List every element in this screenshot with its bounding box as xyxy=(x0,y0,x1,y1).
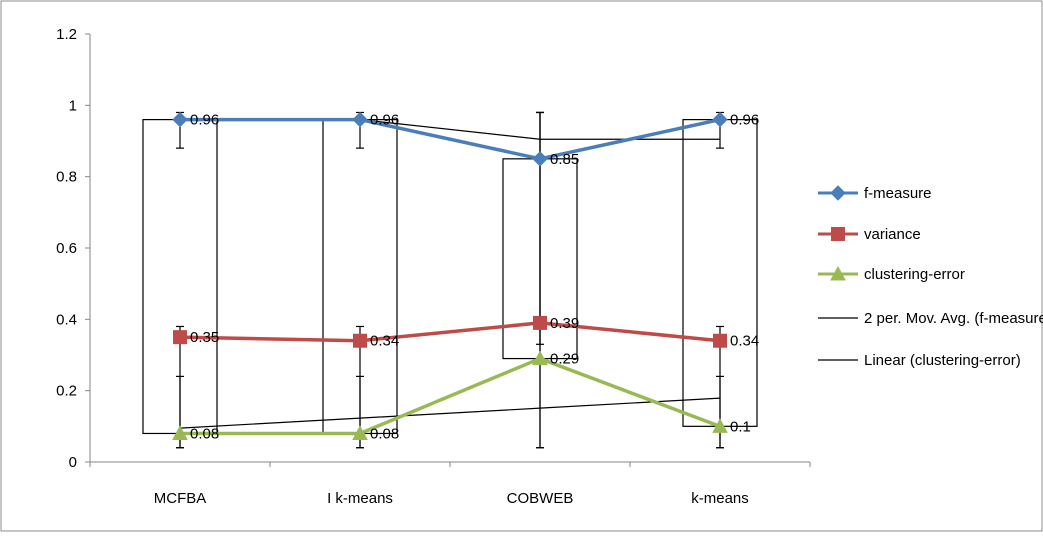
data-point-square xyxy=(173,330,187,345)
data-label: 0.96 xyxy=(370,112,399,129)
y-tick-label: 1.2 xyxy=(56,26,77,43)
data-label: 0.1 xyxy=(730,418,751,435)
data-label: 0.35 xyxy=(190,329,219,346)
data-label: 0.39 xyxy=(550,315,579,332)
data-label: 0.34 xyxy=(730,333,759,350)
data-label: 0.34 xyxy=(370,333,399,350)
series-line xyxy=(180,117,721,161)
data-point-diamond xyxy=(172,111,188,128)
trendlines xyxy=(179,119,721,429)
series-lines xyxy=(172,111,728,440)
legend-label: clustering-error xyxy=(864,266,965,283)
data-label: 0.08 xyxy=(190,425,219,442)
x-tick-label: COBWEB xyxy=(507,490,574,507)
legend-marker-triangle xyxy=(830,265,846,281)
data-label: 0.96 xyxy=(730,112,759,129)
trendline-linear xyxy=(179,397,721,429)
data-label: 0.96 xyxy=(190,112,219,129)
y-tick-label: 0.4 xyxy=(56,311,77,328)
data-label: 0.85 xyxy=(550,151,579,168)
series-line xyxy=(180,356,721,436)
legend-marker-square xyxy=(831,227,845,241)
data-point-square xyxy=(713,333,727,348)
x-tick-label: MCFBA xyxy=(154,490,207,507)
data-point-diamond xyxy=(712,111,728,128)
y-tick-label: 0.8 xyxy=(56,169,77,186)
data-point-triangle xyxy=(172,425,188,440)
data-point-diamond xyxy=(532,151,548,167)
data-label: 0.08 xyxy=(370,425,399,442)
legend-marker-diamond xyxy=(830,185,846,201)
trendline-moving-average xyxy=(359,119,720,140)
y-tick-label: 1 xyxy=(69,97,77,114)
data-label: 0.29 xyxy=(550,351,579,368)
y-tick-label: 0 xyxy=(69,454,77,471)
data-point-triangle xyxy=(712,418,728,433)
data-point-diamond xyxy=(352,111,368,128)
data-point-triangle xyxy=(532,350,548,366)
legend: f-measure variance clustering-error 2 per. … xyxy=(818,185,1043,369)
series-line xyxy=(179,321,721,343)
x-tick-label: k-means xyxy=(691,490,749,507)
data-point-square xyxy=(353,333,367,348)
y-tick-label: 0.2 xyxy=(56,383,77,400)
legend-label: Linear (clustering-error) xyxy=(864,352,1021,369)
x-tick-label: I k-means xyxy=(327,490,393,507)
legend-label: f-measure xyxy=(864,185,932,202)
y-tick-label: 0.6 xyxy=(56,240,77,257)
data-point-square xyxy=(533,315,547,330)
data-labels: 0.96 0.96 0.85 0.96 0.35 0.34 0.39 0.34 0.08 0.08… xyxy=(190,112,759,443)
legend-label: variance xyxy=(864,226,921,243)
data-point-triangle xyxy=(352,425,368,440)
axes: 0 0.2 0.4 0.6 0.8 1 1.2 MCFBA I k-means COBWEB k-m… xyxy=(56,26,811,507)
legend-label: 2 per. Mov. Avg. (f-measure) xyxy=(864,310,1043,327)
